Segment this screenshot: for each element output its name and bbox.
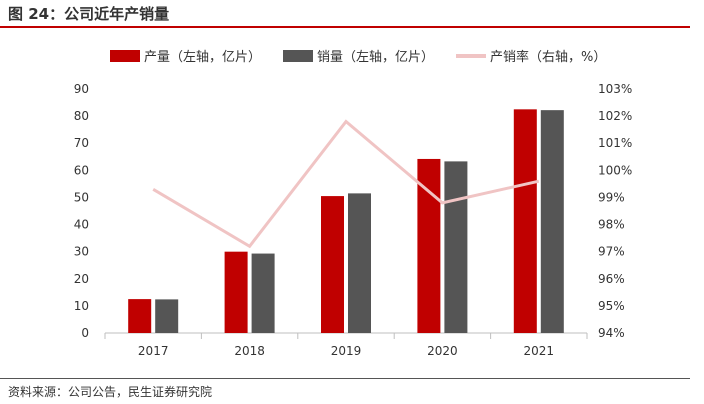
y-left-tick-label: 90	[74, 82, 89, 96]
y-right-tick-label: 102%	[598, 109, 632, 123]
x-tick-label: 2019	[331, 344, 362, 358]
x-tick-label: 2021	[524, 344, 555, 358]
bar-sales	[444, 161, 468, 333]
y-right-tick-label: 100%	[598, 163, 632, 177]
legend: 产量（左轴，亿片） 销量（左轴，亿片） 产销率（右轴，%）	[110, 46, 606, 65]
y-right-tick-label: 97%	[598, 245, 625, 259]
legend-item-rate: 产销率（右轴，%）	[456, 46, 606, 65]
legend-swatch-rate	[456, 53, 487, 58]
y-right-tick-label: 101%	[598, 136, 632, 150]
legend-label-production: 产量（左轴，亿片）	[144, 50, 262, 65]
y-right-tick-label: 98%	[598, 218, 625, 232]
bar-sales	[155, 299, 179, 333]
bar-production	[224, 251, 248, 333]
bar-production	[128, 299, 152, 333]
y-left-tick-label: 10	[74, 299, 89, 313]
line-rate	[152, 119, 540, 249]
figure-title: 图 24：公司近年产销量	[8, 5, 170, 23]
title-rule	[0, 26, 690, 28]
source-note: 资料来源：公司公告，民生证券研究院	[8, 385, 213, 399]
bar-sales	[540, 110, 564, 333]
legend-item-sales: 销量（左轴，亿片）	[283, 46, 434, 65]
legend-swatch-production	[110, 49, 140, 62]
y-left-tick-label: 0	[81, 326, 89, 340]
bar-sales	[348, 193, 371, 333]
y-left-tick-label: 30	[74, 245, 89, 259]
bar-production	[417, 158, 441, 333]
x-tick-label: 2018	[234, 344, 265, 358]
y-right-tick-label: 95%	[598, 299, 625, 313]
source-rule	[0, 378, 690, 379]
y-left-tick-label: 70	[74, 136, 89, 150]
y-right-tick-label: 99%	[598, 190, 625, 204]
bar-production	[321, 196, 344, 333]
legend-swatch-sales	[283, 49, 314, 62]
y-left-tick-label: 40	[74, 218, 89, 232]
y-left-tick-label: 80	[74, 109, 89, 123]
legend-label-sales: 销量（左轴，亿片）	[317, 50, 435, 65]
y-left-tick-label: 60	[74, 163, 89, 177]
y-left-tick-label: 50	[74, 190, 89, 204]
x-tick-label: 2020	[427, 344, 458, 358]
y-right-tick-label: 103%	[598, 82, 632, 96]
legend-item-production: 产量（左轴，亿片）	[110, 46, 261, 65]
legend-label-rate: 产销率（右轴，%）	[490, 50, 607, 65]
y-right-tick-label: 96%	[598, 272, 625, 286]
bar-production	[513, 109, 537, 333]
y-right-tick-label: 94%	[598, 326, 625, 340]
x-tick-label: 2017	[138, 344, 169, 358]
y-left-tick-label: 20	[74, 272, 89, 286]
bar-sales	[251, 253, 275, 333]
